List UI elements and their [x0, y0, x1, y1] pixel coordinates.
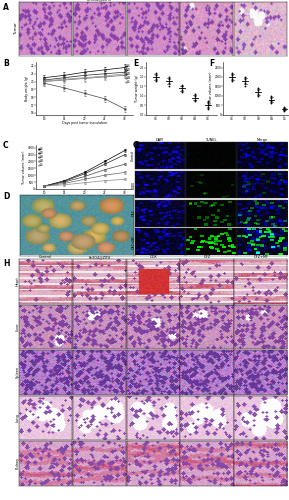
- Y-axis label: Tumor: Tumor: [14, 22, 18, 35]
- Y-axis label: Tumor volume (mm³): Tumor volume (mm³): [209, 72, 213, 105]
- Title: DOX: DOX: [149, 255, 157, 259]
- Y-axis label: Tumor volume (mm³): Tumor volume (mm³): [22, 150, 26, 184]
- Point: [153, 76, 158, 84]
- Point: [166, 75, 171, 83]
- Point: [269, 94, 274, 102]
- Text: E: E: [133, 58, 138, 68]
- Point: [256, 84, 261, 92]
- Point: [179, 84, 184, 92]
- Title: DFZ+MF: DFZ+MF: [253, 255, 268, 259]
- Point: [243, 82, 248, 90]
- Y-axis label: Tumor weight (g): Tumor weight (g): [135, 74, 139, 102]
- Y-axis label: DOX: DOX: [131, 181, 135, 188]
- Point: [166, 73, 171, 81]
- Legend: G1, G2, G3, G4, G5: G1, G2, G3, G4, G5: [125, 64, 131, 84]
- Title: DFZ+MF: DFZ+MF: [252, 0, 269, 2]
- Y-axis label: DFZ: DFZ: [131, 210, 135, 216]
- Point: [205, 103, 210, 111]
- Point: [269, 96, 274, 104]
- Y-axis label: DFZ+MF: DFZ+MF: [131, 235, 135, 249]
- Point: [205, 98, 210, 106]
- Point: [256, 86, 261, 94]
- Point: [230, 69, 235, 77]
- Title: Merge: Merge: [257, 138, 268, 142]
- Title: DOX: DOX: [149, 0, 157, 2]
- Point: [243, 73, 248, 81]
- X-axis label: Days post tumor inoculation: Days post tumor inoculation: [62, 122, 107, 126]
- Title: DAPI: DAPI: [156, 138, 164, 142]
- Point: [153, 73, 158, 81]
- Point: [205, 101, 210, 109]
- Point: [282, 105, 287, 113]
- Point: [230, 75, 235, 83]
- Title: Control: Control: [39, 255, 52, 259]
- Point: [243, 76, 248, 84]
- Point: [282, 107, 287, 115]
- Text: F: F: [210, 58, 215, 68]
- Y-axis label: Liver: Liver: [16, 322, 20, 331]
- Point: [205, 105, 210, 113]
- Point: [179, 82, 184, 90]
- Y-axis label: Lung: Lung: [16, 414, 20, 422]
- Point: [256, 92, 261, 100]
- Y-axis label: Heart: Heart: [16, 276, 20, 286]
- Title: DFZ: DFZ: [203, 255, 210, 259]
- Point: [269, 92, 274, 100]
- Title: Fe3O4@ZIF8: Fe3O4@ZIF8: [88, 255, 110, 259]
- Point: [192, 94, 197, 102]
- Point: [230, 71, 235, 79]
- Legend: G1, G2, G3, G4, G5: G1, G2, G3, G4, G5: [38, 146, 45, 168]
- Text: H: H: [3, 258, 9, 268]
- Point: [192, 98, 197, 106]
- Text: A: A: [3, 4, 9, 13]
- Point: [166, 78, 171, 86]
- X-axis label: Days post tumor inoculation: Days post tumor inoculation: [62, 196, 107, 200]
- Point: [269, 98, 274, 106]
- Point: [153, 75, 158, 83]
- Text: D: D: [3, 192, 9, 202]
- Point: [192, 96, 197, 104]
- Point: [166, 76, 171, 84]
- Point: [179, 88, 184, 96]
- Point: [256, 88, 261, 96]
- Point: [205, 99, 210, 108]
- Point: [192, 92, 197, 100]
- Title: DFZ: DFZ: [203, 0, 211, 2]
- Point: [269, 99, 274, 108]
- Title: TUNEL: TUNEL: [205, 138, 217, 142]
- Y-axis label: Kidney: Kidney: [16, 457, 20, 469]
- Point: [153, 69, 158, 77]
- Text: B: B: [3, 58, 9, 68]
- Title: Fe3O4@ZIF8: Fe3O4@ZIF8: [87, 0, 112, 2]
- Point: [192, 90, 197, 98]
- Point: [179, 80, 184, 88]
- Y-axis label: Control: Control: [131, 150, 135, 161]
- Point: [153, 71, 158, 79]
- Point: [282, 104, 287, 112]
- Point: [282, 106, 287, 114]
- Title: Control: Control: [38, 0, 53, 2]
- Point: [179, 86, 184, 94]
- Text: G: G: [133, 141, 139, 150]
- Text: C: C: [3, 141, 8, 150]
- Point: [166, 82, 171, 90]
- Y-axis label: Body weight (g): Body weight (g): [25, 76, 29, 101]
- Point: [243, 75, 248, 83]
- Point: [282, 103, 287, 111]
- Point: [243, 78, 248, 86]
- Point: [230, 73, 235, 81]
- Point: [230, 76, 235, 84]
- Point: [256, 90, 261, 98]
- Y-axis label: Spleen: Spleen: [16, 366, 20, 378]
